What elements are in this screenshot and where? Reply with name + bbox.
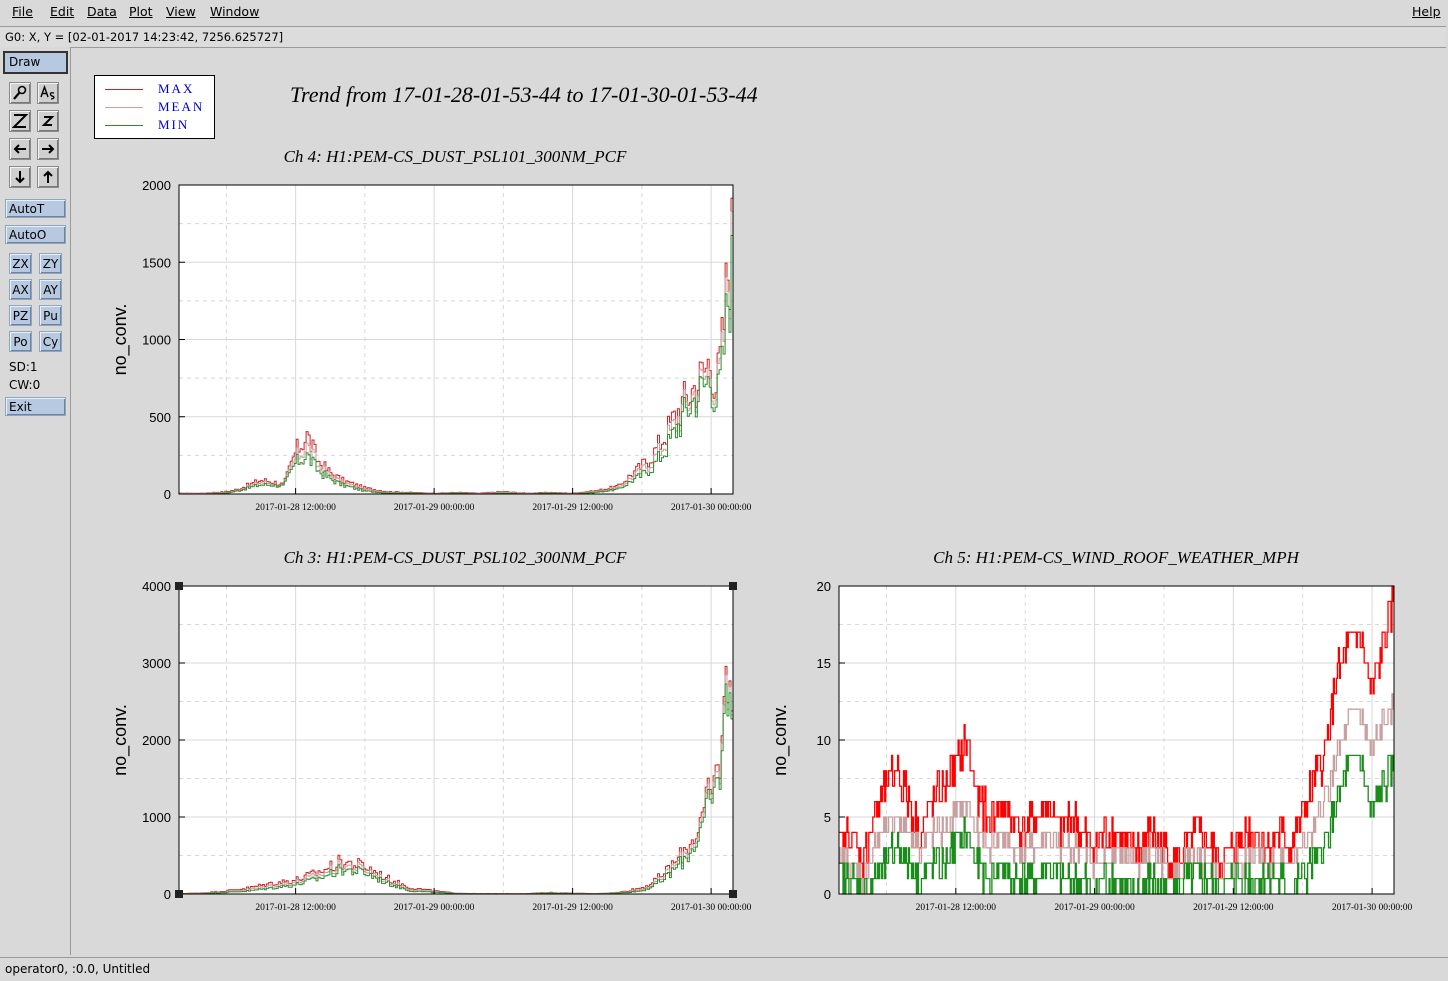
draw-button[interactable]: Draw <box>3 51 68 74</box>
x-tick-label: 2017-01-29 00:00:00 <box>394 903 475 913</box>
auto-o-button[interactable]: AutoO <box>5 225 66 244</box>
menu-plot[interactable]: Plot <box>129 4 153 19</box>
x-tick-label: 2017-01-29 00:00:00 <box>394 503 475 513</box>
menu-window[interactable]: Window <box>210 4 260 19</box>
zoom-small-z-icon[interactable] <box>37 110 59 132</box>
y-tick-label: 1000 <box>142 810 171 825</box>
zy-button[interactable]: ZY <box>39 253 62 274</box>
x-tick-label: 2017-01-29 00:00:00 <box>1054 903 1135 913</box>
status-bar: operator0, :0.0, Untitled <box>0 957 1448 981</box>
selection-handle[interactable] <box>729 890 737 898</box>
arrow-left-icon[interactable] <box>9 138 31 160</box>
chart-title: Ch 3: H1:PEM-CS_DUST_PSL102_300NM_PCF <box>284 548 627 567</box>
chart-0[interactable]: 0 500 1000 1500 2000 2017-01-28 12:00:00 2017-… <box>110 147 752 513</box>
x-tick-label: 2017-01-28 12:00:00 <box>255 903 336 913</box>
selection-handle[interactable] <box>175 582 183 590</box>
y-tick-label: 15 <box>817 656 831 671</box>
y-tick-label: 2000 <box>142 178 171 193</box>
y-tick-label: 2000 <box>142 733 171 748</box>
menu-view[interactable]: View <box>166 4 196 19</box>
page-title: Trend from 17-01-28-01-53-44 to 17-01-30… <box>290 82 758 107</box>
zx-button[interactable]: ZX <box>9 253 32 274</box>
legend-label-max: MAX <box>158 81 195 96</box>
arrow-right-icon[interactable] <box>37 138 59 160</box>
ax-button[interactable]: AX <box>9 279 32 300</box>
arrow-down-icon[interactable] <box>9 166 31 188</box>
ay-button[interactable]: AY <box>39 279 62 300</box>
status-text: operator0, :0.0, Untitled <box>5 962 151 976</box>
y-tick-label: 1000 <box>142 333 171 348</box>
x-tick-label: 2017-01-28 12:00:00 <box>916 903 997 913</box>
x-tick-label: 2017-01-29 12:00:00 <box>532 503 613 513</box>
chart-1[interactable]: 0 1000 2000 3000 4000 2017-01-28 12:00:00 2017… <box>110 548 752 913</box>
coordinate-readout-bar: G0: X, Y = [02-01-2017 14:23:42, 7256.62… <box>0 26 1446 48</box>
y-axis-label: no_conv. <box>770 704 791 776</box>
menu-data[interactable]: Data <box>87 4 117 19</box>
y-tick-label: 3000 <box>142 656 171 671</box>
series-mean <box>839 693 1394 895</box>
arrow-up-icon[interactable] <box>37 166 59 188</box>
x-tick-label: 2017-01-29 12:00:00 <box>532 903 613 913</box>
y-axis-label: no_conv. <box>110 304 131 376</box>
y-tick-label: 5 <box>824 810 831 825</box>
selection-handle[interactable] <box>729 582 737 590</box>
tool-sidebar <box>0 47 71 955</box>
y-tick-label: 0 <box>164 887 171 902</box>
y-tick-label: 1500 <box>142 255 171 270</box>
y-tick-label: 10 <box>817 733 831 748</box>
menu-edit[interactable]: Edit <box>50 4 75 19</box>
coordinate-readout: G0: X, Y = [02-01-2017 14:23:42, 7256.62… <box>5 30 284 44</box>
series-min <box>179 235 734 495</box>
magnify-icon[interactable] <box>9 82 31 104</box>
y-tick-label: 20 <box>817 579 831 594</box>
chart-title: Ch 4: H1:PEM-CS_DUST_PSL101_300NM_PCF <box>284 147 627 166</box>
x-tick-label: 2017-01-30 00:00:00 <box>671 503 752 513</box>
legend-label-min: MIN <box>158 117 190 132</box>
legend-line-mean <box>105 107 143 108</box>
series-min <box>179 669 734 895</box>
legend-label-mean: MEAN <box>158 99 205 114</box>
exit-button[interactable]: Exit <box>5 397 66 416</box>
pu-button[interactable]: Pu <box>39 305 62 326</box>
menu-help[interactable]: Help <box>1412 4 1441 19</box>
y-tick-label: 0 <box>824 887 831 902</box>
menu-bar: File Edit Data Plot View Window Help <box>0 0 1448 24</box>
legend-line-max <box>105 89 143 90</box>
y-tick-label: 0 <box>164 487 171 502</box>
y-axis-label: no_conv. <box>110 704 131 776</box>
x-tick-label: 2017-01-29 12:00:00 <box>1193 903 1274 913</box>
cw-indicator: CW:0 <box>9 378 41 392</box>
legend-line-min <box>105 125 143 126</box>
auto-t-button[interactable]: AutoT <box>5 199 66 218</box>
x-tick-label: 2017-01-30 00:00:00 <box>671 903 752 913</box>
chart-legend: MAX MEAN MIN <box>94 75 215 139</box>
y-tick-label: 4000 <box>142 579 171 594</box>
sd-indicator: SD:1 <box>9 360 38 374</box>
chart-2[interactable]: 0 5 10 15 20 2017-01-28 12:00:00 2017-01-29 00… <box>770 548 1413 913</box>
x-tick-label: 2017-01-30 00:00:00 <box>1332 903 1413 913</box>
y-tick-label: 500 <box>149 410 171 425</box>
po-button[interactable]: Po <box>9 331 32 352</box>
series-max <box>839 585 1394 880</box>
text-size-icon[interactable] <box>37 82 59 104</box>
cy-button[interactable]: Cy <box>39 331 62 352</box>
menu-file[interactable]: File <box>12 4 33 19</box>
selection-handle[interactable] <box>175 890 183 898</box>
x-tick-label: 2017-01-28 12:00:00 <box>255 503 336 513</box>
zoom-big-z-icon[interactable] <box>9 110 31 132</box>
chart-title: Ch 5: H1:PEM-CS_WIND_ROOF_WEATHER_MPH <box>933 548 1300 567</box>
pz-button[interactable]: PZ <box>9 305 32 326</box>
